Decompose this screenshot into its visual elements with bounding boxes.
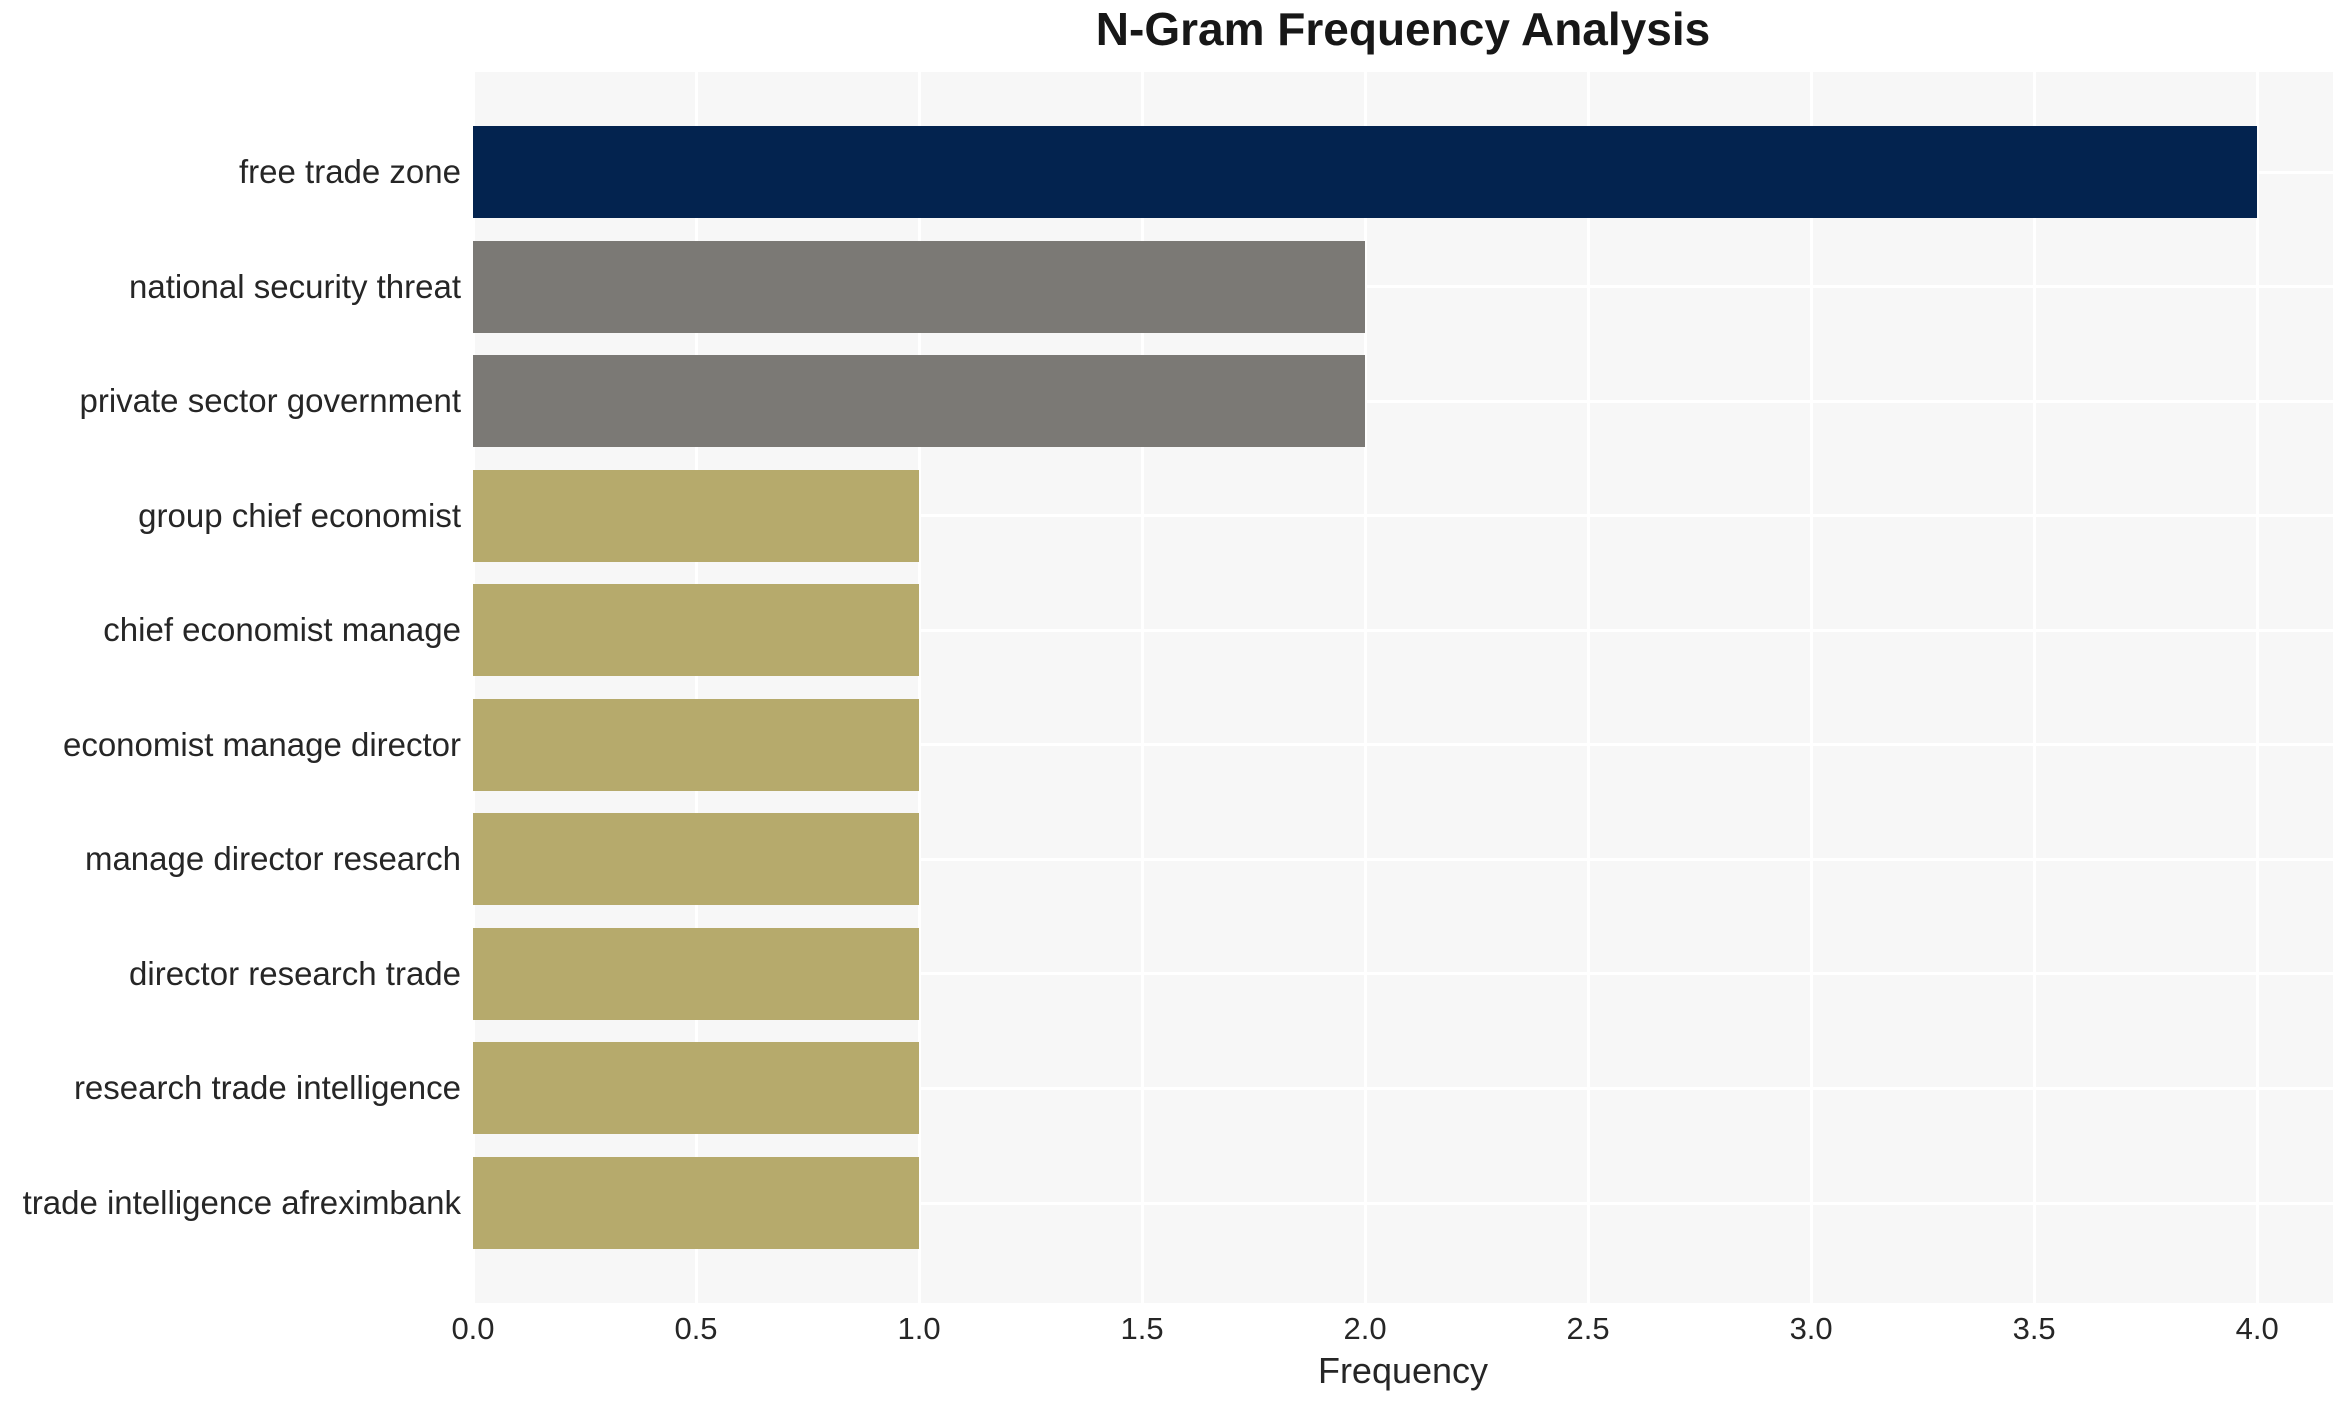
gridline-horizontal [473,857,2333,861]
y-tick-label: research trade intelligence [73,1069,461,1107]
gridline-horizontal [473,1201,2333,1205]
bar [473,698,920,791]
gridline-horizontal [473,628,2333,632]
bar [473,927,920,1020]
gridline-vertical [2255,72,2259,1303]
gridline-vertical [1586,72,1590,1303]
gridline-vertical [917,72,921,1303]
y-tick-label: national security threat [128,267,461,305]
plot-area [471,72,2333,1303]
x-tick-label: 2.0 [1343,1311,1387,1346]
gridline-vertical [471,72,475,1303]
bar [473,1157,920,1249]
chart-title: N-Gram Frequency Analysis [1095,3,1711,55]
bar [473,355,1366,448]
x-tick-label: 2.5 [1566,1311,1610,1346]
x-axis-title: Frequency [1317,1350,1489,1391]
gridline-vertical [1140,72,1144,1303]
gridline-horizontal [473,972,2333,976]
gridline-vertical [694,72,698,1303]
bar [473,126,2258,218]
y-tick-label: free trade zone [239,153,461,190]
gridline-horizontal [473,399,2333,403]
y-tick-label: chief economist manage [103,611,461,649]
gridline-vertical [1363,72,1367,1303]
x-tick-label: 1.0 [897,1311,941,1346]
gridline-horizontal [473,1086,2333,1090]
y-tick-label: economist manage director [62,725,461,763]
x-tick-label: 1.5 [1120,1311,1164,1346]
bar [473,240,1366,333]
bar [473,1042,920,1135]
y-tick-label: private sector government [79,382,461,420]
gridline-horizontal [473,285,2333,289]
bar [473,813,920,906]
x-tick-label: 3.5 [2012,1311,2056,1346]
gridline-vertical [1809,72,1813,1303]
y-tick-label: manage director research [84,840,461,878]
y-tick-label: trade intelligence afreximbank [22,1184,461,1221]
bar [473,469,920,562]
x-tick-label: 0.0 [451,1311,495,1346]
bar [473,584,920,677]
x-tick-label: 0.5 [674,1311,718,1346]
gridline-horizontal [473,743,2333,747]
gridline-horizontal [473,514,2333,518]
gridline-vertical [2032,72,2036,1303]
x-tick-label: 3.0 [1789,1311,1833,1346]
y-tick-label: director research trade [129,954,461,992]
x-tick-label: 4.0 [2235,1311,2279,1346]
y-tick-label: group chief economist [138,496,461,534]
